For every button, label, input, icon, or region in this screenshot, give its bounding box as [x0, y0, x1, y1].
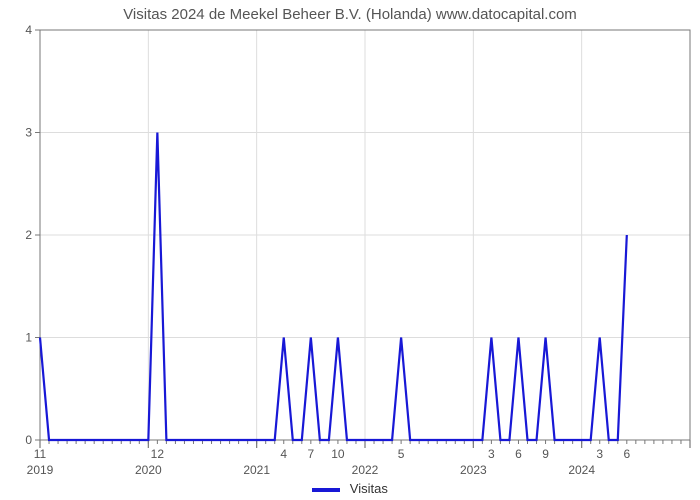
svg-text:4: 4	[280, 447, 287, 461]
svg-text:3: 3	[25, 126, 32, 140]
svg-text:1: 1	[25, 331, 32, 345]
svg-text:2021: 2021	[243, 463, 270, 477]
chart-container: Visitas 2024 de Meekel Beheer B.V. (Hola…	[0, 0, 700, 500]
svg-text:3: 3	[488, 447, 495, 461]
svg-text:3: 3	[596, 447, 603, 461]
svg-text:2: 2	[25, 228, 32, 242]
svg-text:0: 0	[25, 433, 32, 447]
svg-text:6: 6	[515, 447, 522, 461]
svg-text:5: 5	[398, 447, 405, 461]
svg-text:6: 6	[623, 447, 630, 461]
svg-text:2019: 2019	[27, 463, 54, 477]
legend-swatch	[312, 488, 340, 492]
svg-text:2024: 2024	[568, 463, 595, 477]
svg-text:7: 7	[307, 447, 314, 461]
svg-text:10: 10	[331, 447, 345, 461]
chart-svg: 0123420192020202120222023202411124710536…	[0, 0, 700, 500]
svg-text:9: 9	[542, 447, 549, 461]
svg-text:4: 4	[25, 23, 32, 37]
svg-text:2023: 2023	[460, 463, 487, 477]
legend: Visitas	[0, 481, 700, 496]
svg-text:2022: 2022	[352, 463, 379, 477]
svg-text:2020: 2020	[135, 463, 162, 477]
svg-text:11: 11	[34, 447, 47, 461]
svg-text:12: 12	[151, 447, 165, 461]
legend-label: Visitas	[350, 481, 388, 496]
